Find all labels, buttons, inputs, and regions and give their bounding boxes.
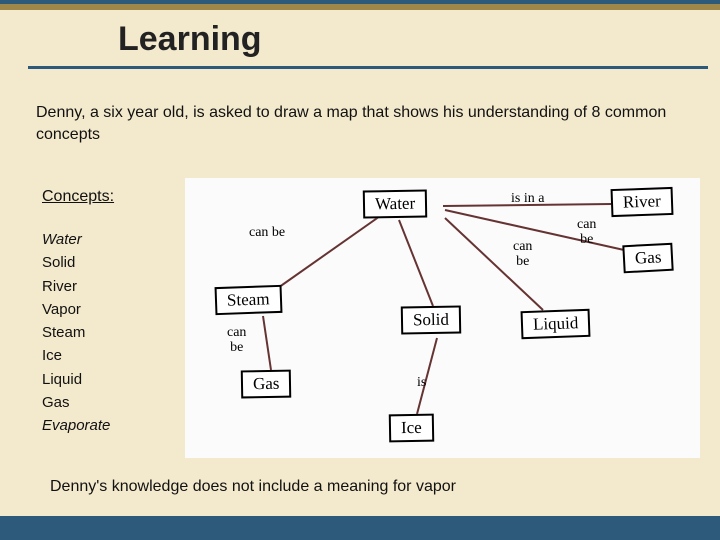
concept-list-item: Water [42,228,110,251]
concept-map-edge [275,214,383,290]
top-accent-bar [0,0,720,10]
concept-node-solid: Solid [401,305,461,334]
concept-list-item: Ice [42,344,110,367]
concepts-heading: Concepts: [42,188,114,206]
concept-map-diagram: Water River Steam Solid Liquid Gas Gas Ice can b… [185,178,700,458]
concepts-list: WaterSolidRiverVaporSteamIceLiquidGasEva… [42,228,110,437]
concept-node-river: River [611,187,674,217]
concept-list-item: Evaporate [42,414,110,437]
concept-map-edge [399,220,433,306]
concept-node-liquid: Liquid [521,309,591,339]
footer-note: Denny's knowledge does not include a mea… [50,478,456,496]
edge-label: can be [513,240,532,269]
bottom-accent-bar [0,516,720,540]
concept-list-item: Liquid [42,368,110,391]
concept-list-item: Steam [42,321,110,344]
concept-list-item: River [42,275,110,298]
concept-map-edge [263,316,271,370]
subtitle-text: Denny, a six year old, is asked to draw … [36,102,680,145]
concept-node-gas: Gas [622,243,674,274]
title-underline [28,66,708,69]
concept-node-ice: Ice [389,414,434,443]
edge-label: is [417,376,426,391]
concept-node-water: Water [363,189,428,218]
page-title: Learning [118,20,262,59]
concept-list-item: Gas [42,391,110,414]
concept-list-item: Vapor [42,298,110,321]
edge-label: can be [577,218,596,247]
concept-node-steam: Steam [215,285,282,315]
edge-label: is in a [511,192,544,207]
concept-node-gas2: Gas [241,370,292,399]
edge-label: can be [227,326,246,355]
concept-list-item: Solid [42,251,110,274]
edge-label: can be [249,226,285,241]
